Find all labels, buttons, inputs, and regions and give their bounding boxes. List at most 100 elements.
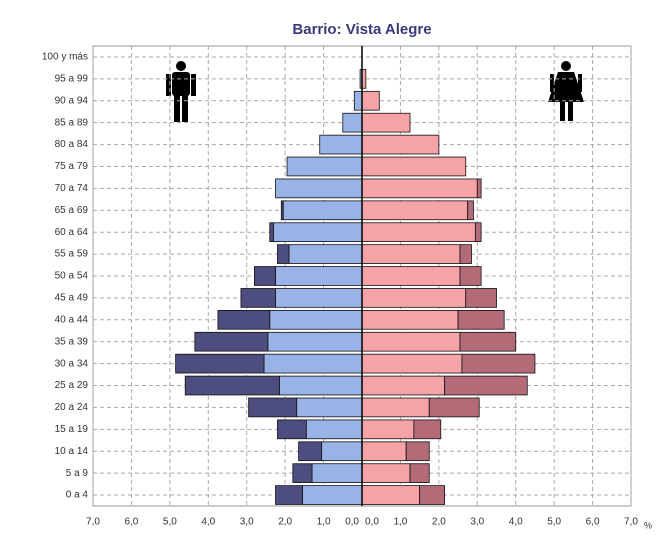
bar — [275, 266, 363, 286]
bar — [296, 397, 363, 418]
x-tick-label: 6,0 — [586, 517, 600, 528]
x-tick-label: 2,0 — [432, 517, 446, 528]
bar — [217, 309, 271, 330]
bar — [361, 266, 461, 286]
bar — [459, 244, 472, 264]
x-tick-label: 2,0 — [278, 517, 292, 528]
x-tick-label: 3,0 — [240, 517, 254, 528]
bar — [361, 112, 411, 133]
bar — [361, 331, 461, 352]
bar — [409, 463, 430, 483]
bar — [405, 441, 430, 462]
x-tick-label: 5,0 — [547, 517, 561, 528]
y-tick-label: 10 a 14 — [55, 446, 89, 457]
bar — [342, 112, 363, 133]
bar — [321, 441, 363, 462]
y-tick-label: 0 a 4 — [66, 490, 89, 501]
bar — [267, 331, 363, 352]
bar — [269, 222, 275, 243]
bar — [467, 200, 474, 221]
bar — [419, 485, 446, 505]
bar — [444, 375, 528, 396]
x-tick-label: 5,0 — [163, 517, 177, 528]
y-tick-label: 95 a 99 — [55, 73, 89, 84]
x-tick-label: 7,0 — [86, 517, 100, 528]
bar — [361, 485, 421, 505]
y-tick-label: 45 a 49 — [55, 293, 89, 304]
bar — [459, 266, 482, 286]
bar — [184, 375, 280, 396]
y-tick-label: 80 a 84 — [55, 139, 89, 150]
bar — [253, 266, 276, 286]
bar — [361, 288, 467, 308]
bar — [361, 309, 459, 330]
bar — [298, 441, 323, 462]
bar — [280, 200, 284, 221]
bar — [273, 222, 363, 243]
x-unit: % — [644, 520, 652, 530]
bar — [361, 397, 430, 418]
bar — [311, 463, 363, 483]
x-tick-label: 6,0 — [124, 517, 138, 528]
bar — [240, 288, 276, 308]
male-icon — [166, 61, 196, 122]
bar — [263, 353, 363, 374]
x-tick-label: 0,0 — [345, 517, 359, 528]
bar — [361, 156, 467, 177]
bar — [248, 397, 298, 418]
bar — [413, 419, 442, 440]
y-tick-label: 40 a 44 — [55, 314, 89, 325]
bar — [175, 353, 265, 374]
x-tick-label: 7,0 — [624, 517, 638, 528]
chart-title: Barrio: Vista Alegre — [292, 21, 431, 38]
y-tick-label: 65 a 69 — [55, 205, 89, 216]
female-icon — [548, 61, 584, 121]
bar — [277, 244, 290, 264]
y-tick-label: 30 a 34 — [55, 358, 89, 369]
bar — [277, 419, 307, 440]
bar — [461, 353, 536, 374]
bar — [319, 134, 363, 155]
bar — [275, 485, 303, 505]
bar — [305, 419, 363, 440]
y-tick-label: 5 a 9 — [66, 468, 89, 479]
x-tick-label: 4,0 — [201, 517, 215, 528]
bar — [361, 90, 380, 111]
y-tick-label: 50 a 54 — [55, 271, 89, 282]
bar — [269, 309, 363, 330]
y-tick-label: 70 a 74 — [55, 183, 89, 194]
bar — [459, 331, 517, 352]
bar — [361, 419, 415, 440]
bar — [361, 200, 469, 221]
bar — [361, 222, 476, 243]
bar — [275, 178, 363, 199]
bar — [457, 309, 505, 330]
x-tick-label: 1,0 — [317, 517, 331, 528]
y-tick-label: 20 a 24 — [55, 402, 89, 413]
y-tick-label: 90 a 94 — [55, 95, 89, 106]
y-tick-label: 85 a 89 — [55, 117, 89, 128]
bar — [361, 134, 440, 155]
bar — [194, 331, 269, 352]
x-tick-label: 0,0 — [365, 517, 379, 528]
y-tick-label: 100 y más — [42, 52, 88, 63]
bar — [353, 90, 363, 111]
bar — [476, 178, 482, 199]
bar — [361, 463, 411, 483]
x-tick-label: 3,0 — [470, 517, 484, 528]
bar — [465, 288, 497, 308]
x-tick-label: 4,0 — [509, 517, 523, 528]
y-tick-label: 15 a 19 — [55, 424, 89, 435]
y-tick-label: 75 a 79 — [55, 161, 89, 172]
bar — [292, 463, 313, 483]
bar — [361, 375, 446, 396]
bar — [361, 441, 407, 462]
bar — [361, 353, 463, 374]
bar — [286, 156, 363, 177]
y-tick-label: 25 a 29 — [55, 380, 89, 391]
bar — [361, 244, 461, 264]
x-tick-label: 1,0 — [393, 517, 407, 528]
bar — [282, 200, 363, 221]
bar — [288, 244, 363, 264]
